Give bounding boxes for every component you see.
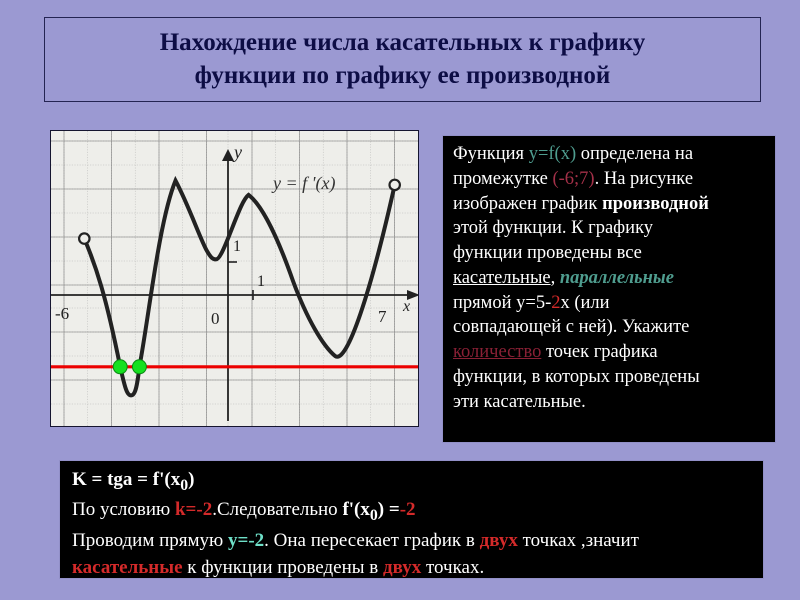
svg-text:1: 1 xyxy=(257,273,265,290)
svg-text:-6: -6 xyxy=(55,304,69,323)
svg-text:y = f '(x): y = f '(x) xyxy=(271,173,335,194)
svg-text:0: 0 xyxy=(211,309,220,328)
svg-text:7: 7 xyxy=(378,307,387,326)
svg-text:x: x xyxy=(402,298,410,315)
svg-text:y: y xyxy=(232,142,242,162)
svg-text:1: 1 xyxy=(233,238,241,255)
